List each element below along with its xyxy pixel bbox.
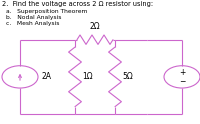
Text: 1Ω: 1Ω xyxy=(82,72,93,81)
Text: 2Ω: 2Ω xyxy=(90,22,100,31)
Text: −: − xyxy=(179,77,185,86)
Text: 2A: 2A xyxy=(41,72,51,81)
Text: a.   Superposition Theorem: a. Superposition Theorem xyxy=(6,9,87,14)
Text: b.   Nodal Analysis: b. Nodal Analysis xyxy=(6,15,61,20)
Text: c.   Mesh Analysis: c. Mesh Analysis xyxy=(6,21,59,26)
Text: 2.  Find the voltage across 2 Ω resistor using:: 2. Find the voltage across 2 Ω resistor … xyxy=(2,1,153,7)
Text: +: + xyxy=(179,68,185,77)
Text: 5Ω: 5Ω xyxy=(122,72,133,81)
